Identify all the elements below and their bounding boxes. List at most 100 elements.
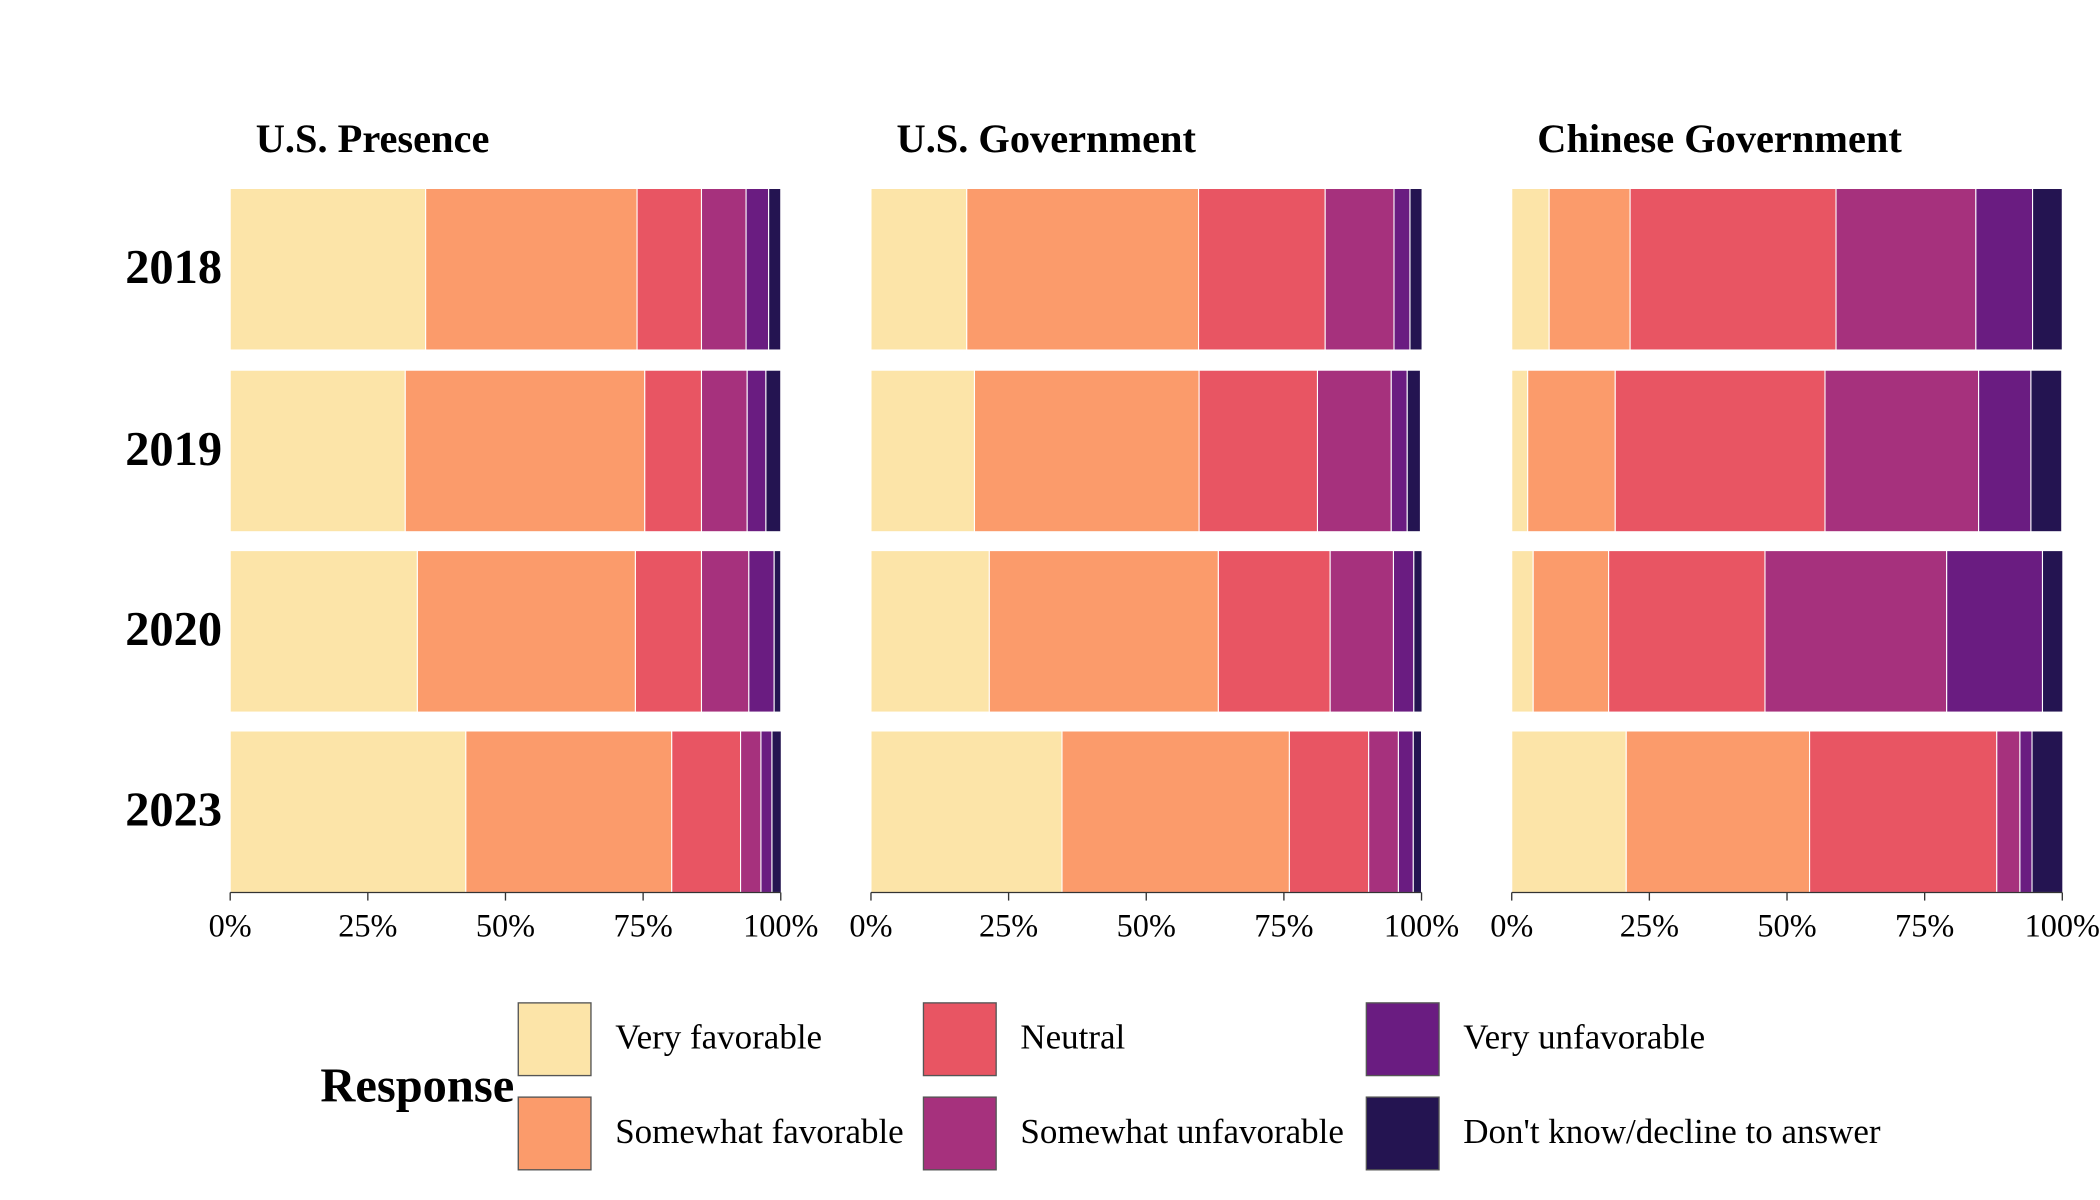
bar-segment [1406, 369, 1421, 533]
bar-segment [1198, 187, 1326, 351]
x-tick-label: 75% [1254, 907, 1313, 943]
bar-segment [229, 187, 427, 351]
panel-title: Chinese Government [1537, 116, 1902, 161]
bar-segment [1397, 730, 1414, 894]
bar-segment [2019, 730, 2033, 894]
bar-segment [745, 187, 770, 351]
bar-segment [2041, 550, 2064, 713]
bar-segment [634, 550, 703, 713]
bar-segment [1824, 369, 1980, 533]
legend-swatch [1365, 1002, 1440, 1077]
bar-segment [1368, 730, 1399, 894]
bar-segment [404, 369, 646, 533]
x-tick-label: 25% [1620, 907, 1679, 943]
legend-label: Very favorable [615, 1018, 822, 1057]
x-tick-label: 100% [1384, 907, 1459, 943]
bar-segment [748, 550, 775, 713]
bar-segment [740, 730, 762, 894]
bar-segment [229, 550, 418, 713]
bar-segment [1511, 187, 1550, 351]
legend-swatch [517, 1002, 592, 1077]
legend-swatch [922, 1002, 997, 1077]
panel-title: U.S. Presence [256, 116, 490, 161]
bar-segment [973, 369, 1200, 533]
bar-segment [1809, 730, 1998, 894]
bar-segment [1625, 730, 1811, 894]
bar-segment [1835, 187, 1977, 351]
bar-segment [1527, 369, 1616, 533]
bar-segment [1548, 187, 1631, 351]
legend-swatch [517, 1096, 592, 1171]
x-tick-label: 25% [979, 907, 1038, 943]
legend-label: Somewhat favorable [615, 1112, 904, 1151]
x-tick-label: 0% [1490, 907, 1533, 943]
x-tick-label: 100% [743, 907, 818, 943]
bar-segment [1608, 550, 1766, 713]
bar-segment [1511, 730, 1627, 894]
y-tick-label: 2023 [125, 784, 222, 837]
x-tick-label: 0% [849, 907, 892, 943]
bar-segment [1409, 187, 1423, 351]
x-tick-label: 75% [1895, 907, 1954, 943]
bar-segment [1324, 187, 1395, 351]
bar-segment [636, 187, 703, 351]
bar-segment [1316, 369, 1392, 533]
legend-swatch [1365, 1096, 1440, 1171]
bar-segment [870, 187, 968, 351]
x-tick-label: 75% [614, 907, 673, 943]
bar-segment [988, 550, 1219, 713]
bar-segment [765, 369, 782, 533]
bar-segment [1393, 187, 1411, 351]
legend-label: Somewhat unfavorable [1020, 1112, 1344, 1151]
bar-segment [1764, 550, 1948, 713]
bar-segment [2032, 187, 2063, 351]
bar-segment [644, 369, 703, 533]
bar-segment [1975, 187, 2034, 351]
x-tick-label: 0% [209, 907, 252, 943]
bar-segment [1412, 730, 1423, 894]
bar-segment [771, 730, 782, 894]
bar-segment [671, 730, 742, 894]
bar-segment [1390, 369, 1408, 533]
bar-segment [870, 369, 976, 533]
bar-segment [1392, 550, 1415, 713]
bar-segment [746, 369, 767, 533]
x-tick-label: 50% [1117, 907, 1176, 943]
bar-segment [229, 730, 467, 894]
bar-segment [1198, 369, 1319, 533]
bar-segment [1996, 730, 2021, 894]
bar-segment [870, 730, 1063, 894]
bar-segment [2031, 730, 2064, 894]
x-tick-label: 50% [476, 907, 535, 943]
x-tick-label: 50% [1757, 907, 1816, 943]
bar-segment [1511, 550, 1534, 713]
bar-segment [1629, 187, 1837, 351]
bar-segment [1511, 369, 1529, 533]
bar-segment [1532, 550, 1610, 713]
bar-segment [229, 369, 406, 533]
y-tick-label: 2018 [125, 241, 222, 294]
bar-segment [1061, 730, 1290, 894]
panel-title: U.S. Government [897, 116, 1197, 161]
bar-segment [416, 550, 636, 713]
bar-segment [1614, 369, 1826, 533]
bar-segment [465, 730, 673, 894]
bar-segment [966, 187, 1200, 351]
bar-segment [1946, 550, 2044, 713]
y-tick-label: 2020 [125, 603, 222, 656]
bar-segment [700, 550, 750, 713]
bar-segment [1329, 550, 1394, 713]
legend-label: Don't know/decline to answer [1463, 1112, 1881, 1151]
x-tick-label: 25% [338, 907, 397, 943]
bar-segment [768, 187, 782, 351]
x-tick-label: 100% [2025, 907, 2100, 943]
legend-swatch [922, 1096, 997, 1171]
bar-segment [870, 550, 990, 713]
legend-label: Very unfavorable [1463, 1018, 1705, 1057]
bar-segment [1978, 369, 2032, 533]
bar-segment [1217, 550, 1331, 713]
bar-segment [1413, 550, 1423, 713]
bar-segment [773, 550, 782, 713]
